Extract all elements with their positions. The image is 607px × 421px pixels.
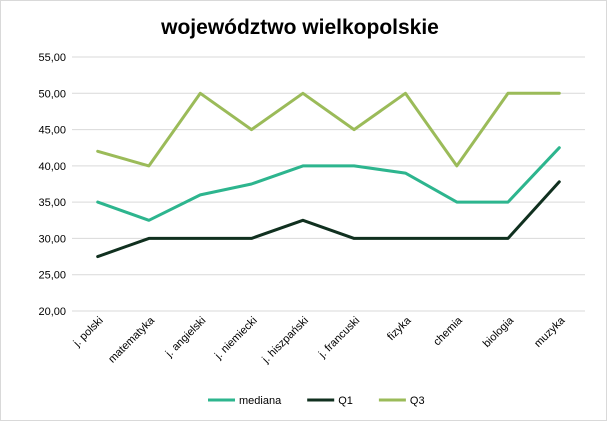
y-tick-label: 55,00 [38,52,66,64]
x-tick-label: j. hiszpański [259,315,311,367]
chart-title: województwo wielkopolskie [160,16,439,39]
x-tick-label: matematyka [106,314,157,365]
y-axis-ticks: 20,00 25,00 30,00 35,00 40,00 45,00 50,00 55,00 [38,52,66,318]
y-tick-label: 20,00 [38,306,66,318]
series-line-q1 [96,180,561,259]
series-lines [96,91,561,259]
x-tick-label: muzyka [532,314,568,350]
x-tick-label: j. polski [71,315,106,350]
x-tick-label: biologia [481,314,517,350]
series-line-q3 [96,91,561,168]
y-tick-label: 50,00 [38,88,66,100]
x-tick-label: j. francuski [316,315,362,361]
y-tick-label: 45,00 [38,125,66,137]
legend-label: Q3 [410,395,425,407]
x-axis-ticks: j. polski matematyka j. angielski j. niemie… [71,314,568,366]
x-tick-label: j. angielski [163,315,209,361]
x-tick-label: fizyka [385,314,414,343]
y-tick-label: 35,00 [38,197,66,209]
legend-label: mediana [239,395,282,407]
y-tick-label: 30,00 [38,233,66,245]
series-line-mediana [96,146,561,222]
y-tick-label: 40,00 [38,161,66,173]
legend: mediana Q1 Q3 [208,395,425,407]
y-tick-label: 25,00 [38,270,66,282]
x-tick-label: j. niemiecki [212,315,260,363]
x-tick-label: chemia [431,314,465,348]
legend-label: Q1 [338,395,353,407]
